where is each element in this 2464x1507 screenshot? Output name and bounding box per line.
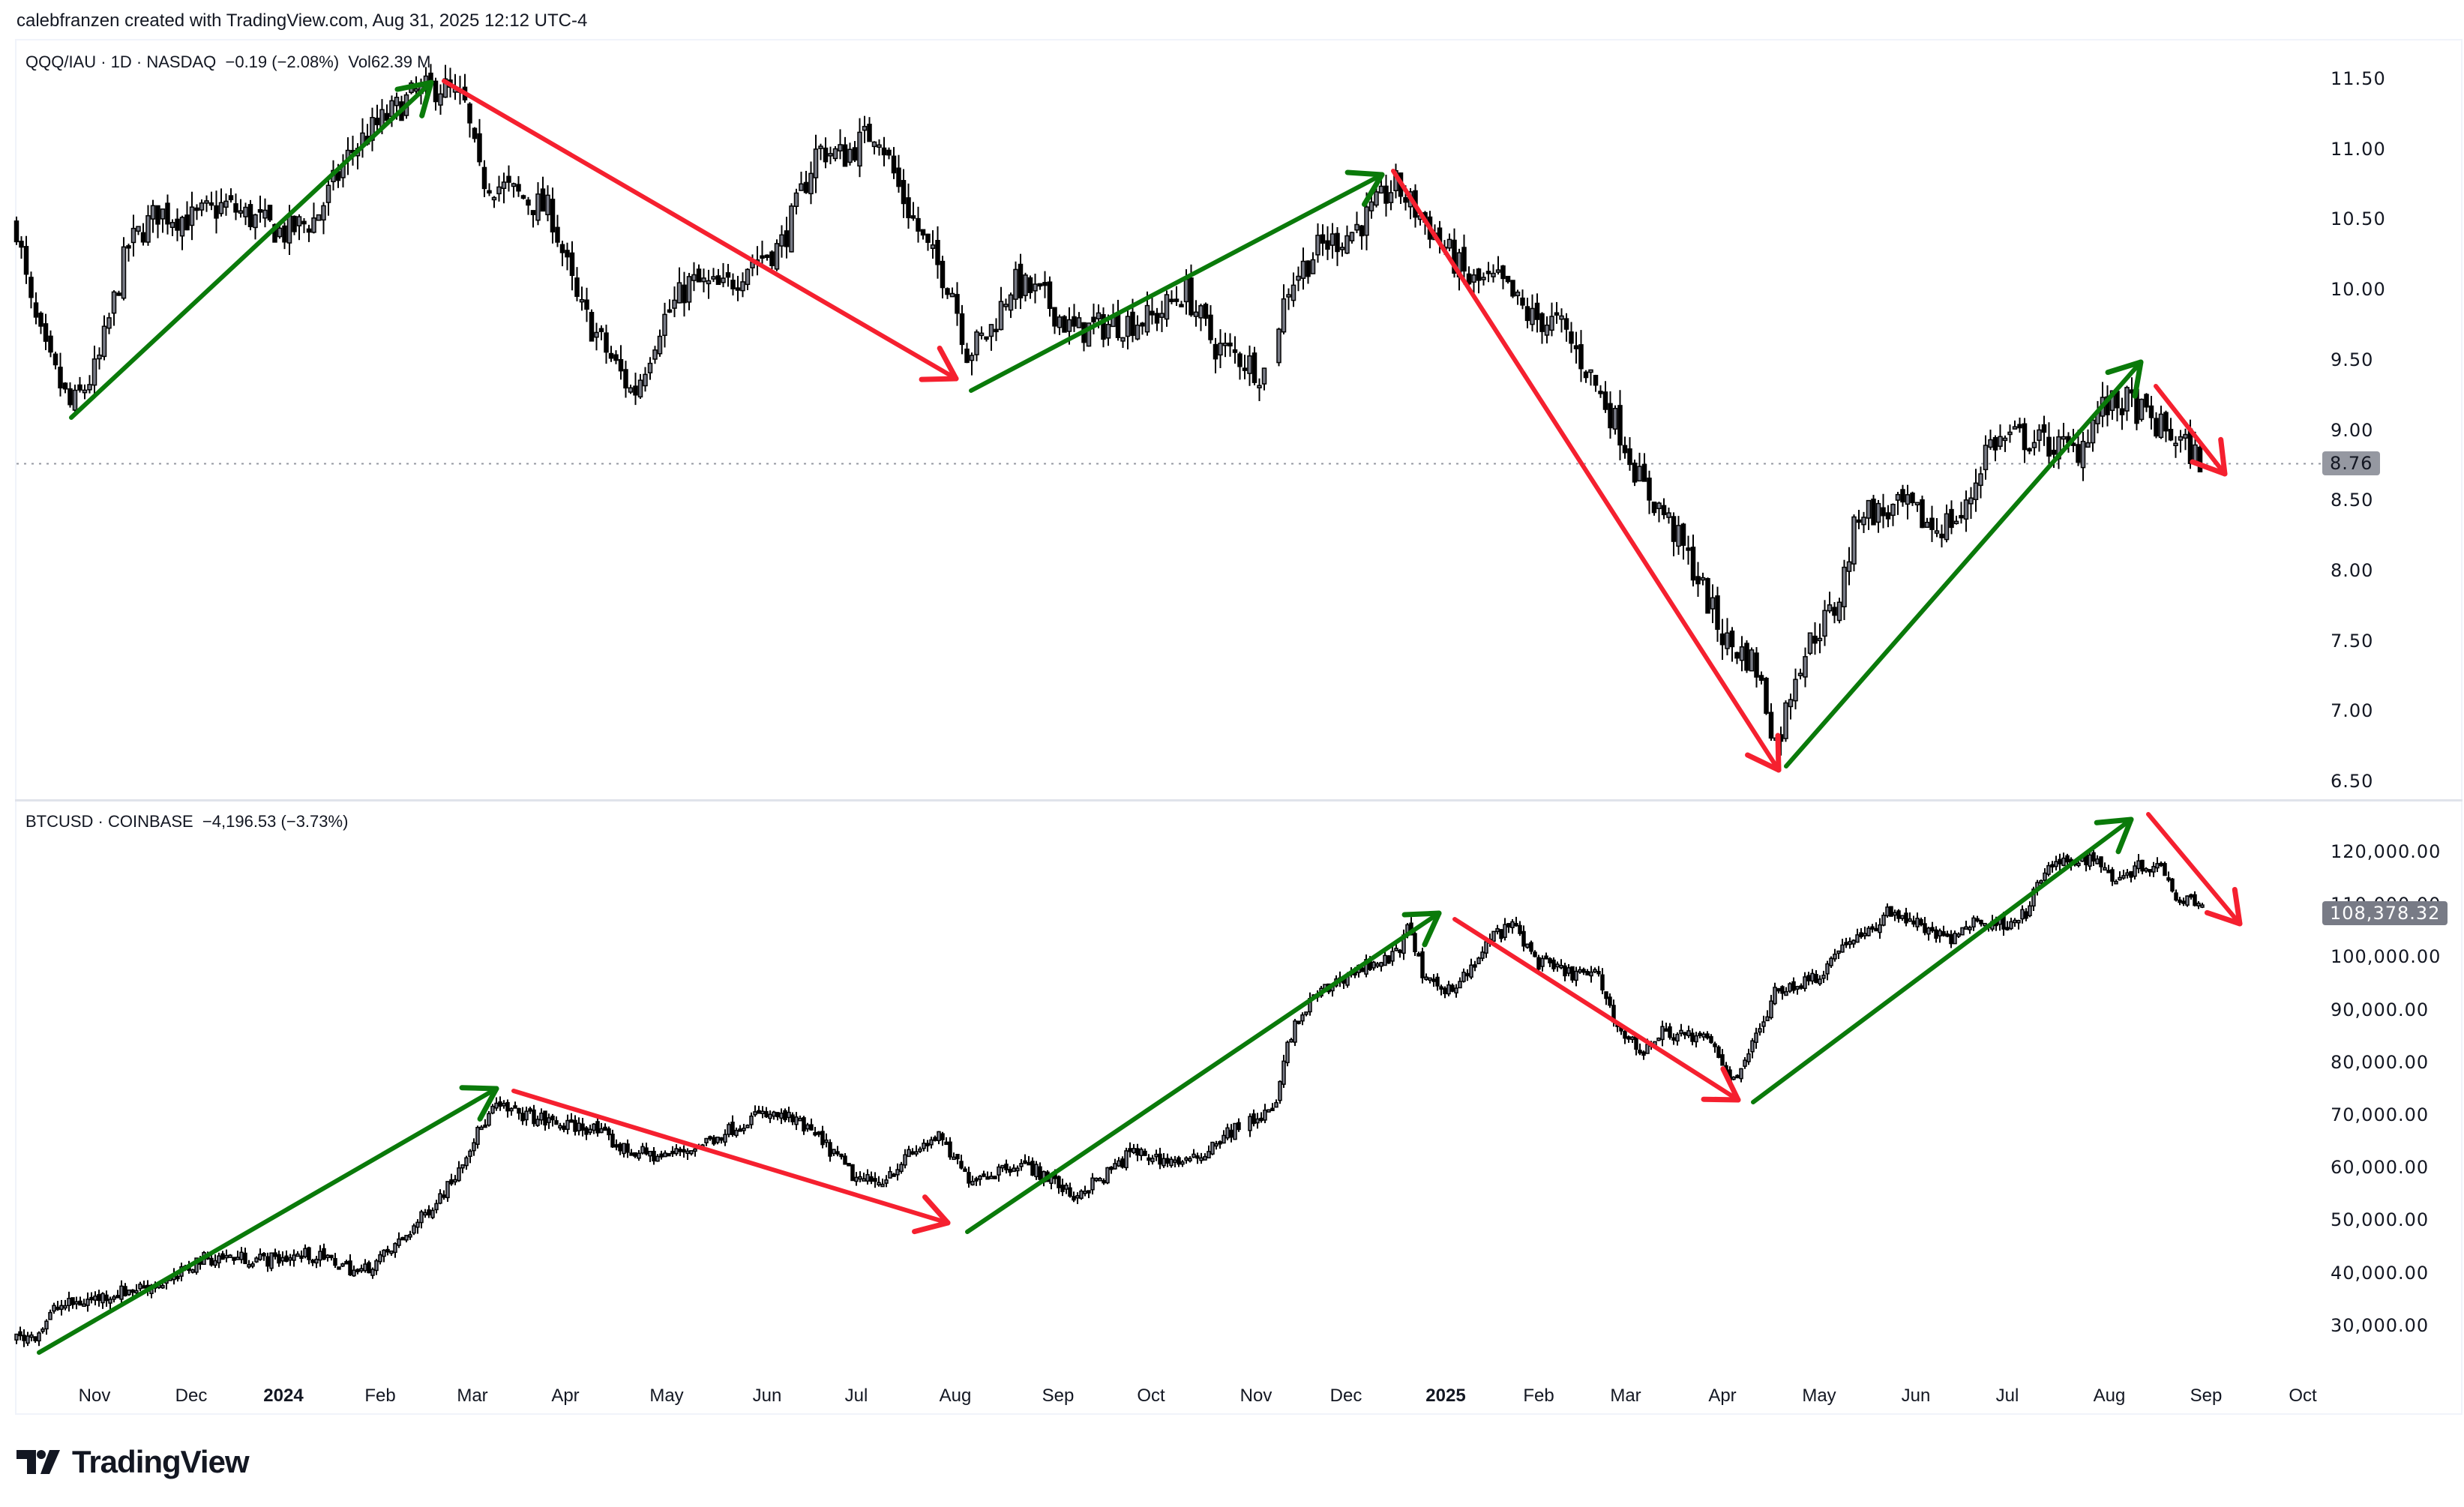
tradingview-logo: TradingView [16, 1444, 250, 1480]
bottom-last-price-tag: 108,378.32 [2322, 900, 2448, 925]
price-axis-tick: 11.00 [2331, 138, 2386, 160]
time-axis-label: Dec [1329, 1386, 1362, 1406]
price-axis-tick: 70,000.00 [2331, 1104, 2430, 1125]
top-last-price-tag: 8.76 [2322, 451, 2381, 476]
price-axis-tick: 10.00 [2331, 279, 2386, 301]
green-trend-arrow [969, 169, 1385, 393]
time-axis-label: Feb [364, 1386, 396, 1406]
time-axis-label: Aug [2093, 1386, 2126, 1406]
time-axis-label: Aug [939, 1386, 972, 1406]
time-axis-label: 2025 [1425, 1386, 1466, 1406]
time-axis-label: Dec [175, 1386, 208, 1406]
green-trend-arrow [965, 910, 1442, 1234]
time-axis-label: Oct [1137, 1386, 1165, 1406]
chart-frame [15, 39, 2463, 1415]
time-axis-label: Apr [1708, 1386, 1737, 1406]
red-trend-arrow [442, 79, 959, 382]
time-axis-label: Nov [1239, 1386, 1272, 1406]
time-axis-label: 2024 [263, 1386, 304, 1406]
price-axis-tick: 30,000.00 [2331, 1314, 2430, 1336]
tradingview-logo-text: TradingView [72, 1444, 250, 1479]
chart-credit: calebfranzen created with TradingView.co… [16, 10, 588, 31]
time-axis-label: Jul [1995, 1386, 2019, 1406]
price-axis-tick: 9.50 [2331, 349, 2374, 370]
red-trend-arrow [2154, 384, 2228, 477]
red-trend-arrow [2146, 812, 2243, 927]
price-axis-tick: 120,000.00 [2331, 841, 2442, 862]
price-axis-tick: 6.50 [2331, 771, 2374, 792]
price-axis-tick: 50,000.00 [2331, 1209, 2430, 1231]
price-axis-tick: 9.00 [2331, 419, 2374, 441]
pane-divider[interactable] [15, 799, 2463, 801]
price-axis-tick: 100,000.00 [2331, 946, 2442, 968]
time-axis-label: Jun [1901, 1386, 1931, 1406]
price-axis-tick: 7.00 [2331, 700, 2374, 722]
bottom-pane-legend[interactable]: BTCUSD · COINBASE −4,196.53 (−3.73%) [25, 812, 349, 831]
time-axis-label: Oct [2289, 1386, 2317, 1406]
price-axis-tick: 60,000.00 [2331, 1157, 2430, 1179]
time-axis-label: May [649, 1386, 684, 1406]
red-trend-arrow [1391, 169, 1782, 773]
candlestick-series [14, 849, 2205, 1347]
time-axis-label: Feb [1523, 1386, 1554, 1406]
price-axis-tick: 90,000.00 [2331, 999, 2430, 1020]
tradingview-logo-icon [16, 1450, 60, 1474]
price-axis-tick: 8.50 [2331, 490, 2374, 511]
time-axis-label: Sep [2190, 1386, 2223, 1406]
price-axis-tick: 40,000.00 [2331, 1262, 2430, 1284]
time-axis-label: Apr [551, 1386, 580, 1406]
price-axis-tick: 10.50 [2331, 208, 2386, 230]
green-trend-arrow [37, 1085, 499, 1355]
time-axis-label: Jul [844, 1386, 868, 1406]
time-axis-label: Jun [752, 1386, 782, 1406]
red-trend-arrow [511, 1089, 951, 1235]
time-axis-label: Mar [457, 1386, 488, 1406]
top-pane-legend[interactable]: QQQ/IAU · 1D · NASDAQ −0.19 (−2.08%) Vol… [25, 52, 431, 71]
price-axis-tick: 11.50 [2331, 68, 2386, 89]
price-axis-tick: 7.50 [2331, 630, 2374, 652]
red-trend-arrow [1452, 917, 1741, 1103]
time-axis-label: Nov [78, 1386, 111, 1406]
time-axis-label: Sep [1042, 1386, 1075, 1406]
green-trend-arrow [69, 79, 434, 420]
price-axis-tick: 80,000.00 [2331, 1051, 2430, 1073]
time-axis-label: May [1802, 1386, 1836, 1406]
price-axis-tick: 8.00 [2331, 559, 2374, 581]
green-trend-arrow [1784, 359, 2144, 768]
time-axis-label: Mar [1610, 1386, 1641, 1406]
green-trend-arrow [1751, 816, 2134, 1104]
